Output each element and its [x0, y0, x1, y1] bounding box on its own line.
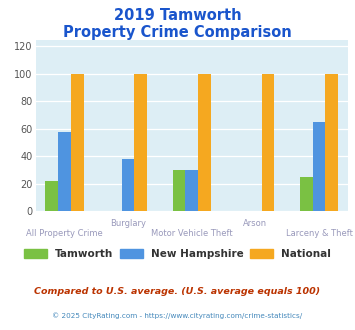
- Text: Compared to U.S. average. (U.S. average equals 100): Compared to U.S. average. (U.S. average …: [34, 287, 321, 296]
- Bar: [45, 181, 58, 211]
- Bar: [122, 159, 135, 211]
- Bar: [198, 74, 211, 211]
- Bar: [71, 74, 83, 211]
- Bar: [313, 122, 325, 211]
- Bar: [185, 170, 198, 211]
- Text: © 2025 CityRating.com - https://www.cityrating.com/crime-statistics/: © 2025 CityRating.com - https://www.city…: [53, 312, 302, 318]
- Bar: [300, 177, 313, 211]
- Text: Arson: Arson: [243, 219, 267, 228]
- Bar: [58, 132, 71, 211]
- Text: Larceny & Theft: Larceny & Theft: [285, 229, 353, 238]
- Bar: [262, 74, 274, 211]
- Bar: [173, 170, 185, 211]
- Text: Property Crime Comparison: Property Crime Comparison: [63, 25, 292, 40]
- Legend: Tamworth, New Hampshire, National: Tamworth, New Hampshire, National: [24, 248, 331, 259]
- Text: 2019 Tamworth: 2019 Tamworth: [114, 8, 241, 23]
- Text: All Property Crime: All Property Crime: [26, 229, 103, 238]
- Bar: [325, 74, 338, 211]
- Bar: [135, 74, 147, 211]
- Text: Burglary: Burglary: [110, 219, 146, 228]
- Text: Motor Vehicle Theft: Motor Vehicle Theft: [151, 229, 233, 238]
